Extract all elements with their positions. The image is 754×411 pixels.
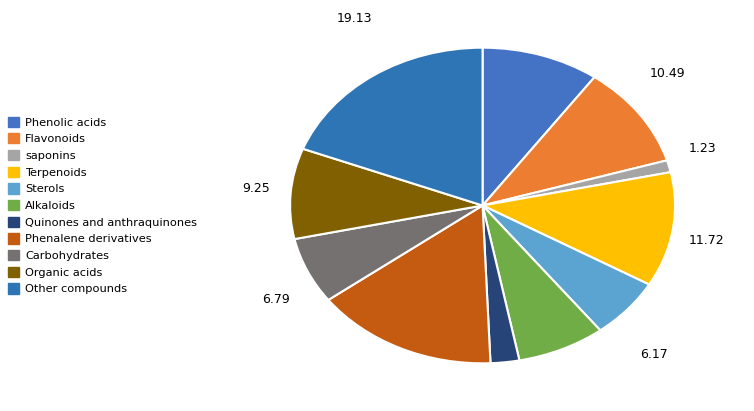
Text: 6.79: 6.79 bbox=[262, 293, 290, 306]
Text: 1.23: 1.23 bbox=[688, 143, 716, 155]
Wedge shape bbox=[483, 172, 675, 284]
Wedge shape bbox=[290, 149, 483, 239]
Wedge shape bbox=[303, 48, 483, 206]
Text: 15.43: 15.43 bbox=[0, 410, 1, 411]
Text: 19.13: 19.13 bbox=[336, 12, 372, 25]
Wedge shape bbox=[483, 206, 600, 360]
Wedge shape bbox=[483, 77, 667, 206]
Wedge shape bbox=[483, 48, 594, 206]
Wedge shape bbox=[483, 206, 520, 363]
Wedge shape bbox=[328, 206, 491, 363]
Wedge shape bbox=[483, 206, 649, 330]
Text: 11.72: 11.72 bbox=[689, 234, 725, 247]
Wedge shape bbox=[483, 160, 671, 206]
Text: 2.41: 2.41 bbox=[0, 410, 1, 411]
Text: 9.25: 9.25 bbox=[242, 182, 270, 195]
Text: 6.17: 6.17 bbox=[639, 349, 667, 362]
Text: 10.49: 10.49 bbox=[650, 67, 685, 80]
Legend: Phenolic acids, Flavonoids, saponins, Terpenoids, Sterols, Alkaloids, Quinones a: Phenolic acids, Flavonoids, saponins, Te… bbox=[6, 114, 199, 297]
Wedge shape bbox=[295, 206, 483, 300]
Text: 7.4: 7.4 bbox=[0, 410, 1, 411]
Text: 9.87: 9.87 bbox=[0, 410, 1, 411]
